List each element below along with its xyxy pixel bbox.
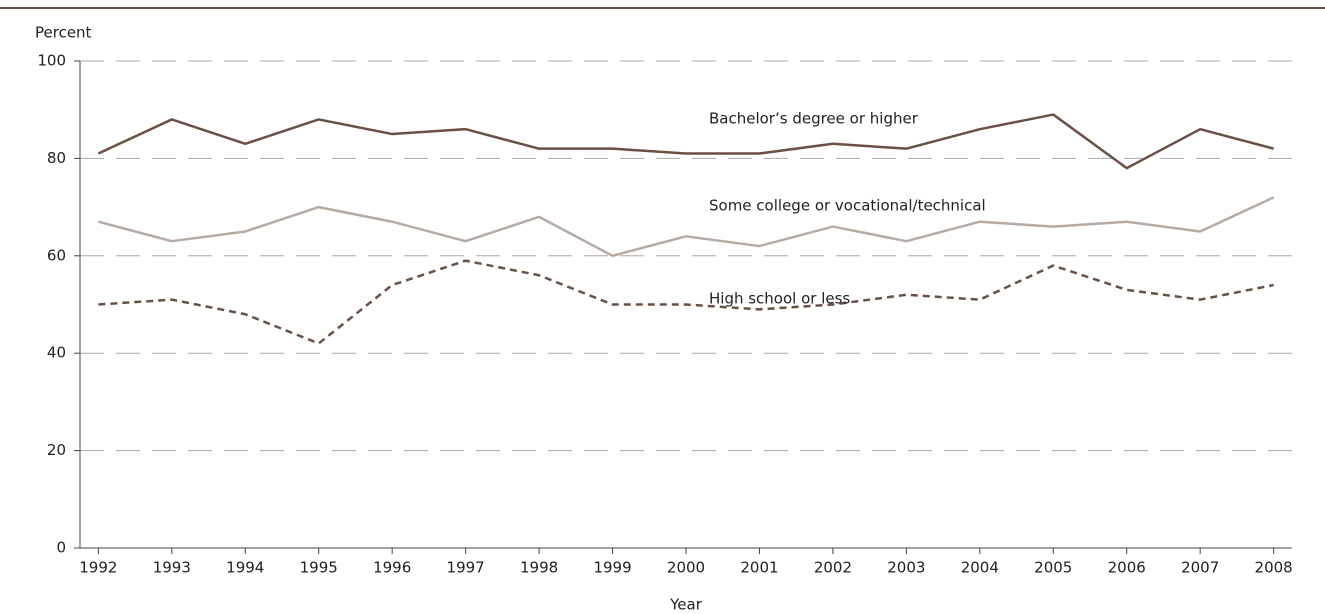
x-tick-label: 1999 (593, 559, 631, 577)
x-tick-label: 2004 (961, 559, 999, 577)
series-line (98, 259, 1274, 345)
series-label: Bachelor’s degree or higher (709, 110, 919, 128)
x-tick-label: 2006 (1108, 559, 1146, 577)
y-tick-label: 60 (47, 246, 66, 264)
series-line (98, 196, 1275, 258)
x-tick-label: 1994 (226, 559, 264, 577)
x-tick-label: 2008 (1255, 559, 1293, 577)
series-line (97, 113, 1274, 170)
y-tick-label: 80 (47, 149, 66, 167)
y-tick-label: 20 (47, 441, 66, 459)
y-axis-label: Percent (35, 24, 92, 42)
x-tick-label: 1998 (520, 559, 558, 577)
x-tick-label: 1995 (300, 559, 338, 577)
x-tick-label: 1997 (447, 559, 485, 577)
x-tick-label: 1993 (153, 559, 191, 577)
x-tick-label: 2001 (740, 559, 778, 577)
series-label: High school or less (709, 290, 850, 308)
x-axis-label: Year (669, 596, 703, 614)
x-tick-label: 2000 (667, 559, 705, 577)
series-label: Some college or vocational/technical (709, 197, 986, 215)
x-tick-label: 2007 (1181, 559, 1219, 577)
y-tick-label: 0 (56, 539, 66, 557)
x-tick-label: 1992 (79, 559, 117, 577)
x-tick-label: 2002 (814, 559, 852, 577)
x-tick-label: 2003 (887, 559, 925, 577)
y-tick-label: 40 (47, 344, 66, 362)
y-tick-label: 100 (37, 52, 66, 70)
x-tick-label: 1996 (373, 559, 411, 577)
x-tick-label: 2005 (1034, 559, 1072, 577)
